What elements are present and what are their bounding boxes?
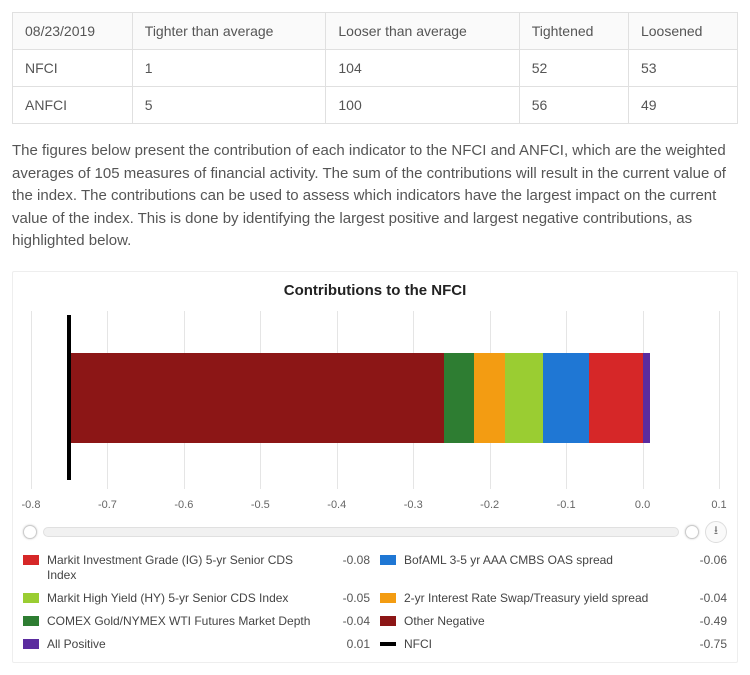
legend-value: -0.04 xyxy=(679,591,727,605)
chart-plot-area: -0.8 -0.7 -0.6 -0.5 -0.4 -0.3 -0.2 -0.1 0.0 0.1 xyxy=(23,305,727,515)
legend-label: COMEX Gold/NYMEX WTI Futures Market Dept… xyxy=(47,614,322,629)
x-tick-label: -0.1 xyxy=(557,499,576,511)
x-tick-label: -0.6 xyxy=(174,499,193,511)
x-tick-label: -0.4 xyxy=(327,499,346,511)
slider-handle-right[interactable] xyxy=(685,525,699,539)
chart-legend: Markit Investment Grade (IG) 5-yr Senior… xyxy=(23,553,727,652)
legend-label: NFCI xyxy=(404,637,679,652)
description-paragraph: The figures below present the contributi… xyxy=(12,140,738,253)
col-date: 08/23/2019 xyxy=(13,13,133,50)
col-looser: Looser than average xyxy=(326,13,519,50)
legend-value: 0.01 xyxy=(322,637,370,651)
legend-item: Other Negative-0.49 xyxy=(380,614,727,629)
bar-segment xyxy=(474,353,505,443)
range-slider[interactable]: ⭳ xyxy=(23,521,727,543)
legend-swatch xyxy=(380,642,396,646)
chart-title: Contributions to the NFCI xyxy=(23,282,727,299)
legend-label: Markit Investment Grade (IG) 5-yr Senior… xyxy=(47,553,322,583)
legend-value: -0.75 xyxy=(679,637,727,651)
table-row: ANFCI 5 100 56 49 xyxy=(13,87,738,124)
bar-segment xyxy=(69,353,444,443)
bar-segment xyxy=(643,353,651,443)
legend-label: Markit High Yield (HY) 5-yr Senior CDS I… xyxy=(47,591,322,606)
legend-item: NFCI-0.75 xyxy=(380,637,727,652)
summary-table: 08/23/2019 Tighter than average Looser t… xyxy=(12,12,738,124)
legend-item: Markit Investment Grade (IG) 5-yr Senior… xyxy=(23,553,370,583)
nfci-chart: Contributions to the NFCI -0.8-0.7-0.6-0… xyxy=(12,271,738,663)
x-tick-label: -0.5 xyxy=(251,499,270,511)
legend-swatch xyxy=(23,555,39,565)
legend-value: -0.04 xyxy=(322,614,370,628)
legend-item: All Positive0.01 xyxy=(23,637,370,652)
legend-value: -0.06 xyxy=(679,553,727,567)
legend-swatch xyxy=(380,593,396,603)
x-tick-label: -0.8 xyxy=(22,499,41,511)
legend-value: -0.05 xyxy=(322,591,370,605)
legend-value: -0.08 xyxy=(322,553,370,567)
bar-segment xyxy=(543,353,589,443)
x-tick-label: 0.1 xyxy=(711,499,726,511)
legend-label: BofAML 3-5 yr AAA CMBS OAS spread xyxy=(404,553,679,568)
download-icon: ⭳ xyxy=(714,521,718,542)
x-tick-label: -0.2 xyxy=(480,499,499,511)
slider-track[interactable] xyxy=(43,527,679,537)
col-tightened: Tightened xyxy=(519,13,628,50)
legend-item: BofAML 3-5 yr AAA CMBS OAS spread-0.06 xyxy=(380,553,727,583)
legend-swatch xyxy=(23,593,39,603)
x-tick-label: -0.7 xyxy=(98,499,117,511)
download-button[interactable]: ⭳ xyxy=(705,521,727,543)
legend-swatch xyxy=(380,616,396,626)
col-tighter: Tighter than average xyxy=(132,13,326,50)
table-row: NFCI 1 104 52 53 xyxy=(13,50,738,87)
legend-label: All Positive xyxy=(47,637,322,652)
nfci-marker-line xyxy=(67,315,71,480)
legend-item: COMEX Gold/NYMEX WTI Futures Market Dept… xyxy=(23,614,370,629)
x-tick-label: -0.3 xyxy=(404,499,423,511)
legend-item: Markit High Yield (HY) 5-yr Senior CDS I… xyxy=(23,591,370,606)
x-tick-label: 0.0 xyxy=(635,499,650,511)
bar-segment xyxy=(444,353,475,443)
legend-swatch xyxy=(23,639,39,649)
bar-segment xyxy=(505,353,543,443)
stacked-bar xyxy=(23,353,727,443)
bar-segment xyxy=(589,353,650,443)
legend-value: -0.49 xyxy=(679,614,727,628)
legend-swatch xyxy=(380,555,396,565)
slider-handle-left[interactable] xyxy=(23,525,37,539)
col-loosened: Loosened xyxy=(628,13,737,50)
legend-label: 2-yr Interest Rate Swap/Treasury yield s… xyxy=(404,591,679,606)
legend-swatch xyxy=(23,616,39,626)
legend-item: 2-yr Interest Rate Swap/Treasury yield s… xyxy=(380,591,727,606)
legend-label: Other Negative xyxy=(404,614,679,629)
